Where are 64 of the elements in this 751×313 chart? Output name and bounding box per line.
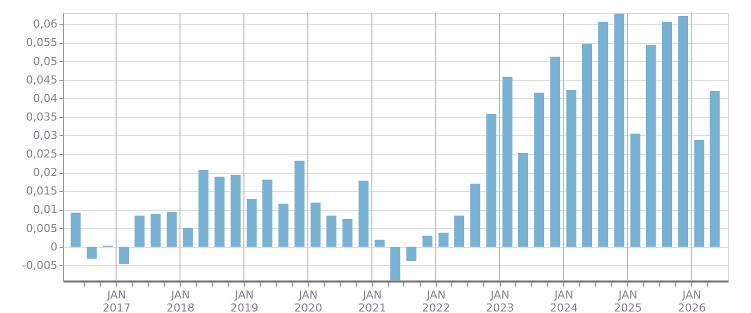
bar — [294, 160, 305, 247]
x-tick-label: JAN 2021 — [358, 288, 386, 313]
y-tick-label: 0,02 — [33, 166, 58, 180]
bar — [454, 216, 464, 247]
bar — [246, 198, 257, 247]
x-tick-label: JAN 2025 — [614, 288, 642, 313]
y-tick-label: 0,01 — [33, 203, 58, 216]
bar — [438, 232, 449, 247]
bar — [70, 212, 81, 247]
bar — [678, 16, 688, 247]
bar — [646, 44, 656, 247]
bar — [390, 246, 400, 280]
y-tick-label: 0,03 — [33, 128, 58, 142]
bar — [374, 240, 385, 247]
bar — [342, 219, 352, 247]
y-tick-label: -0,005 — [22, 258, 58, 272]
bar — [119, 246, 129, 264]
bar — [502, 76, 512, 247]
bar — [262, 180, 272, 247]
bar — [534, 92, 544, 247]
y-tick-label: 0 — [50, 240, 58, 254]
bar — [662, 22, 672, 247]
bar — [150, 214, 161, 247]
bar — [614, 14, 624, 247]
x-tick-label: JAN 2023 — [486, 288, 514, 313]
bar — [598, 22, 608, 247]
y-tick-label: 0,015 — [26, 184, 58, 198]
bar — [406, 246, 416, 261]
bar — [230, 174, 241, 247]
bar — [694, 140, 704, 247]
bar — [326, 216, 336, 247]
bar — [630, 134, 640, 247]
y-tick-label: 0,04 — [33, 92, 58, 105]
y-tick-label: 0,055 — [26, 36, 58, 50]
y-tick-label: 0,005 — [26, 222, 58, 235]
x-tick-label: JAN 2020 — [294, 288, 322, 313]
bar — [134, 216, 145, 247]
bar — [214, 176, 225, 247]
bar — [582, 44, 592, 247]
bar — [358, 180, 369, 247]
bar — [470, 184, 480, 247]
bar — [310, 202, 321, 247]
bar — [86, 246, 97, 259]
x-tick-label: JAN 2018 — [166, 288, 194, 313]
bar — [166, 212, 177, 247]
y-tick-label: 0,025 — [26, 148, 58, 161]
bar — [182, 228, 193, 247]
bar — [710, 90, 720, 247]
y-tick-label: 0,035 — [26, 110, 58, 124]
x-tick-label: JAN 2019 — [230, 288, 258, 313]
bar — [550, 56, 560, 247]
x-tick-label: JAN 2017 — [102, 288, 131, 313]
bar — [198, 170, 208, 247]
bar — [422, 236, 432, 247]
bar — [278, 204, 288, 247]
x-tick-label: JAN 2026 — [678, 288, 706, 313]
y-tick-label: 0,045 — [26, 73, 58, 86]
y-tick-label: 0,05 — [33, 54, 58, 68]
y-tick-label: 0,06 — [33, 18, 58, 31]
bar — [486, 114, 496, 247]
x-tick-label: JAN 2022 — [422, 288, 450, 313]
bar — [566, 90, 576, 247]
x-tick-label: JAN 2024 — [550, 288, 578, 313]
bar — [518, 152, 528, 247]
